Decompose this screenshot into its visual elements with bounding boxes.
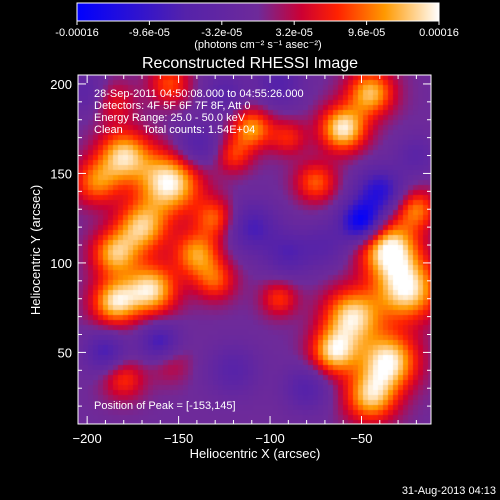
plot-frame [77, 74, 432, 425]
x-tick-label: −100 [255, 431, 284, 446]
colorbar-tick-label: -0.00016 [55, 27, 98, 39]
annotation-total-counts: Total counts: 1.54E+04 [143, 124, 255, 136]
footer-timestamp: 31-Aug-2013 04:13 [402, 485, 496, 497]
y-tick-label: 50 [58, 345, 72, 360]
colorbar-unit-label: (photons cm⁻² s⁻¹ asec⁻²) [194, 39, 321, 51]
heatmap-image [78, 75, 431, 424]
colorbar [76, 2, 440, 22]
colorbar-tick-label: 3.2e-05 [276, 27, 313, 39]
x-tick-label: −200 [72, 431, 101, 446]
x-tick-labels: −200 −150 −100 −50 [72, 431, 372, 446]
colorbar-tick-label: -9.6e-05 [129, 27, 170, 39]
annotation-detectors: Detectors: 4F 5F 6F 7F 8F, Att 0 [94, 100, 251, 112]
axis-ticks [78, 75, 431, 424]
annotation-energy: Energy Range: 25.0 - 50.0 keV [94, 112, 246, 124]
colorbar-tick-label: 9.6e-05 [348, 27, 385, 39]
y-tick-labels: 50 100 150 200 [50, 77, 72, 360]
colorbar-tick-labels: -0.00016 -9.6e-05 -3.2e-05 3.2e-05 9.6e-05 0.… [55, 27, 459, 39]
colorbar-tick-label: -3.2e-05 [201, 27, 242, 39]
annotation-time-range: 28-Sep-2011 04:50:08.000 to 04:55:26.000 [94, 88, 304, 100]
colorbar-ticks [76, 21, 440, 25]
chart-title: Reconstructed RHESSI Image [142, 55, 358, 72]
colorbar-tick-label: 0.00016 [419, 27, 459, 39]
y-tick-label: 150 [50, 166, 72, 181]
x-tick-label: −150 [164, 431, 193, 446]
annotation-clean: Clean [94, 124, 123, 136]
x-axis-label: Heliocentric X (arcsec) [190, 446, 321, 461]
y-tick-label: 200 [50, 77, 72, 92]
y-tick-label: 100 [50, 256, 72, 271]
annotation-peak-position: Position of Peak = [-153,145] [94, 400, 236, 412]
y-axis-label: Heliocentric Y (arcsec) [28, 185, 43, 315]
x-tick-label: −50 [350, 431, 372, 446]
